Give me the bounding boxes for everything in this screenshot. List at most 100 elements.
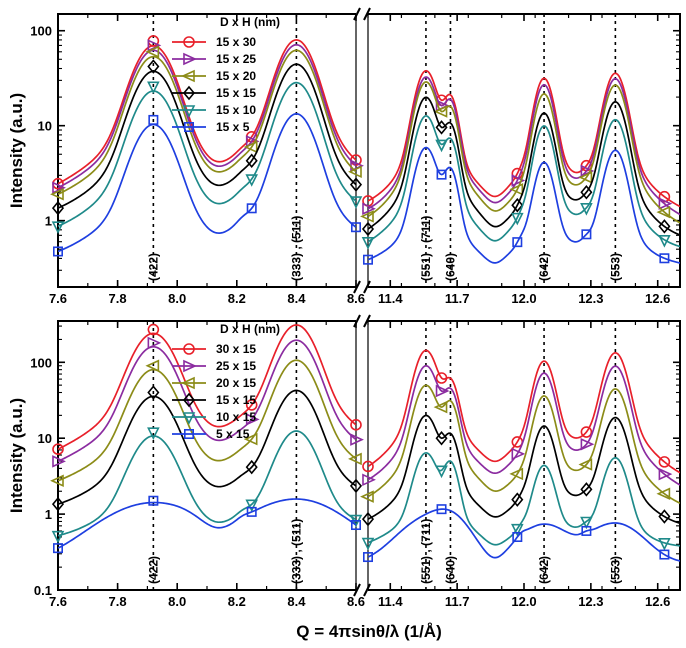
legend-title: D x H (nm) — [220, 15, 280, 29]
legend-entry: 30 x 15 — [216, 342, 256, 356]
series-marker — [656, 487, 671, 500]
peak-label: (640) — [443, 556, 457, 584]
legend-swatch-marker — [182, 85, 196, 101]
panel-bottom-labels: (422) (333) , (511) (551) , (711) (640) (642… — [7, 322, 670, 609]
series-marker — [361, 236, 375, 250]
x-tick-label: 7.6 — [49, 291, 67, 306]
series-marker — [147, 59, 160, 74]
series-marker — [362, 254, 373, 265]
x-tick-label: 8.0 — [168, 594, 186, 609]
x-tick-label: 11.7 — [445, 594, 470, 609]
legend-swatch-marker — [184, 428, 195, 439]
series-marker — [348, 452, 362, 466]
legend-entry: 10 x 15 — [216, 410, 256, 424]
legend-entry: 20 x 15 — [216, 376, 256, 390]
x-tick-label: 12.6 — [645, 291, 670, 306]
series-marker — [658, 235, 671, 248]
series-line — [58, 359, 356, 482]
x-tick-label: 12.3 — [578, 594, 603, 609]
series-marker — [50, 188, 64, 201]
series-marker — [580, 203, 593, 216]
series-marker — [245, 499, 258, 513]
series-marker — [147, 336, 162, 350]
series-line — [368, 80, 680, 224]
series-marker — [361, 221, 375, 237]
x-tick-label: 8.2 — [228, 594, 246, 609]
series-line — [58, 63, 356, 209]
series-marker — [659, 549, 670, 560]
x-tick-label: 8.4 — [287, 594, 306, 609]
panel-top-labels: (422) (333) , (511) (551) , (711) (640) (642… — [7, 15, 670, 306]
series-marker — [433, 105, 448, 118]
y-tick-label: 1 — [45, 214, 52, 229]
series-line — [58, 49, 356, 196]
series-marker — [511, 523, 524, 537]
peak-label: (422) — [146, 556, 160, 584]
legend-entry: 15 x 15 — [216, 393, 256, 407]
series-marker — [348, 165, 362, 179]
legend-swatch-marker — [183, 343, 195, 355]
series-marker — [147, 39, 162, 52]
series-marker — [51, 221, 65, 235]
series-marker — [350, 222, 361, 233]
series-line — [58, 430, 356, 537]
series-line — [58, 324, 356, 450]
series-marker — [349, 478, 363, 494]
series-marker — [148, 495, 159, 506]
series-line — [368, 69, 680, 208]
series-marker — [360, 490, 374, 503]
axis-break-mark — [353, 583, 361, 597]
legend-swatch-marker — [181, 376, 195, 390]
series-marker — [436, 504, 447, 515]
x-axis-label: Q = 4πsinθ/λ (1/Å) — [296, 622, 442, 641]
series-marker — [51, 200, 65, 216]
series-line — [368, 76, 680, 216]
panel-bottom-curves — [50, 323, 680, 563]
series-marker — [362, 460, 374, 473]
series-marker — [512, 531, 523, 542]
legend-swatch-marker — [183, 52, 197, 66]
x-tick-label: 12.0 — [511, 291, 536, 306]
series-line — [368, 414, 680, 525]
series-marker — [581, 525, 592, 536]
axis-break-gap — [356, 11, 368, 17]
series-line — [58, 339, 356, 463]
series-line — [368, 451, 680, 547]
legend-entry: 15 x 20 — [216, 69, 256, 83]
series-marker — [658, 509, 671, 524]
axis-break-gap — [356, 318, 368, 324]
series-marker — [350, 433, 364, 446]
series-marker — [51, 530, 65, 544]
y-tick-label: 10 — [38, 431, 52, 446]
axis-break-mark — [363, 7, 371, 21]
panel-top-curves — [50, 35, 680, 265]
series-marker — [578, 171, 593, 184]
series-marker — [511, 212, 524, 226]
series-marker — [50, 474, 64, 488]
series-marker — [659, 253, 670, 264]
series-marker — [350, 419, 362, 431]
series-marker — [509, 467, 524, 481]
x-tick-label: 8.6 — [347, 594, 365, 609]
x-tick-label: 7.8 — [109, 291, 127, 306]
series-line — [58, 81, 356, 227]
peak-label: (422) — [146, 253, 160, 281]
peak-label: (642) — [537, 253, 551, 281]
series-marker — [580, 482, 593, 497]
y-axis-label: Intensity (a.u.) — [7, 398, 26, 513]
peak-label: (333) , (511) — [289, 519, 303, 584]
y-tick-label: 0.1 — [34, 583, 52, 598]
series-marker — [147, 427, 160, 440]
peak-label: (551) , (711) — [419, 216, 433, 281]
series-marker — [147, 323, 160, 336]
text-layer: (422) (333) , (511) (551) , (711) (640) (642… — [7, 15, 670, 641]
series-marker — [245, 399, 258, 411]
series-marker — [580, 184, 593, 200]
series-line — [58, 389, 356, 505]
plot-frame — [57, 13, 681, 288]
legend-swatch-marker — [182, 412, 196, 425]
series-marker — [361, 537, 375, 551]
series-marker — [578, 458, 593, 471]
series-marker — [349, 177, 363, 192]
